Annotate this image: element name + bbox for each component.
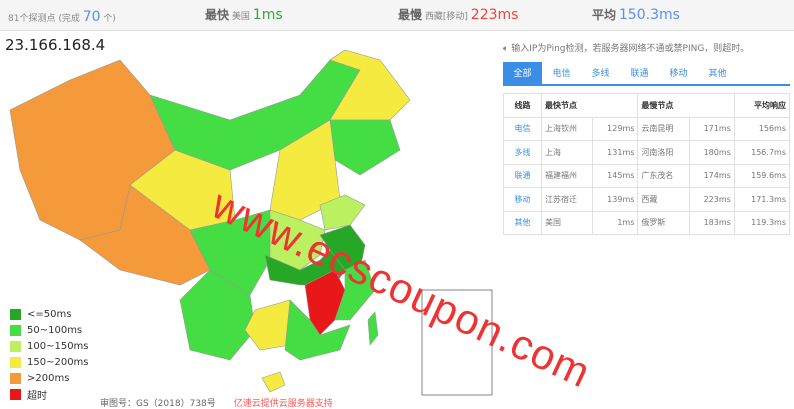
table-header: 线路 最快节点 最慢节点 平均响应 (503, 93, 791, 118)
table-row: 电信 上海钦州 129ms 云南昆明 171ms 156ms (503, 116, 791, 141)
fastest-ms: 131ms (592, 140, 639, 165)
legend-item: 100~150ms (10, 338, 89, 354)
avg-ms: 156.7ms (733, 140, 791, 165)
notice: 🔈︎ 输入IP为Ping检测，若服务器网络不通或禁PING，则超时。 (503, 44, 750, 54)
tab-mobile[interactable]: 移动 (669, 69, 688, 79)
speaker-icon: 🔈︎ (503, 44, 509, 54)
legend-item: 超时 (10, 386, 89, 402)
slowest-ms: 223ms (688, 187, 735, 212)
slowest-ms: 180ms (688, 140, 735, 165)
legend-swatch (10, 324, 21, 336)
slowest-node: 河南洛阳 (637, 140, 690, 165)
slowest-ms: 174ms (688, 163, 735, 188)
line: 电信 (503, 116, 542, 141)
region-jilin-liaoning (329, 119, 401, 176)
legend-item: >200ms (10, 370, 89, 386)
footer: 审图号：GS（2018）738号 亿速云提供云服务器支持 (100, 399, 333, 409)
slowest-node: 西藏 (637, 187, 690, 212)
region-hainan (261, 371, 286, 393)
legend: <=50ms 50~100ms 100~150ms 150~200ms >200… (10, 306, 89, 402)
summary-bar: 81个探测点 (完成 70 个) 最快 美国 1ms 最慢 西藏[移动] 223… (0, 0, 794, 31)
region-yunnan (179, 269, 256, 361)
legend-swatch (10, 388, 21, 400)
region-shandong (319, 194, 366, 231)
isp-tabs: 全部 电信 多线 联通 移动 其他 (503, 62, 790, 86)
tab-multiline[interactable]: 多线 (591, 69, 610, 79)
region-taiwan (367, 311, 379, 346)
legend-swatch (10, 372, 21, 384)
line: 多线 (503, 140, 542, 165)
table-row: 多线 上海 131ms 河南洛阳 180ms 156.7ms (503, 140, 791, 165)
south-china-sea-inset (421, 289, 493, 396)
avg-ms: 119.3ms (733, 210, 791, 235)
avg-ms: 156ms (733, 116, 791, 141)
region-qinghai (129, 149, 236, 231)
slowest-ms: 171ms (688, 116, 735, 141)
average: 平均 150.3ms (592, 7, 680, 23)
line: 其他 (503, 210, 542, 235)
fastest-node: 江苏宿迁 (540, 187, 594, 212)
fastest-node: 上海 (540, 140, 594, 165)
legend-item: 50~100ms (10, 322, 89, 338)
fastest-ms: 129ms (592, 116, 639, 141)
table-row: 联通 福建福州 145ms 广东茂名 174ms 159.6ms (503, 163, 791, 188)
slowest-node: 广东茂名 (637, 163, 690, 188)
tab-unicom[interactable]: 联通 (630, 69, 649, 79)
legend-swatch (10, 308, 21, 320)
fastest: 最快 美国 1ms (205, 7, 283, 23)
legend-item: 150~200ms (10, 354, 89, 370)
results-table: 线路 最快节点 最慢节点 平均响应 电信 上海钦州 129ms 云南昆明 171ms 15… (503, 93, 791, 235)
fastest-node: 福建福州 (540, 163, 594, 188)
avg-ms: 159.6ms (733, 163, 791, 188)
region-fujian-zj (334, 259, 376, 321)
line: 移动 (503, 187, 542, 212)
slowest-ms: 183ms (688, 210, 735, 235)
probe-count: 81个探测点 (完成 70 个) (8, 9, 116, 25)
slowest-node: 云南昆明 (637, 116, 690, 141)
line: 联通 (503, 163, 542, 188)
tab-other[interactable]: 其他 (708, 69, 727, 79)
fastest-ms: 145ms (592, 163, 639, 188)
legend-swatch (10, 340, 21, 352)
slowest-node: 俄罗斯 (637, 210, 690, 235)
fastest-node: 美国 (540, 210, 594, 235)
tab-telecom[interactable]: 电信 (552, 69, 571, 79)
slowest: 最慢 西藏[移动] 223ms (398, 7, 519, 23)
legend-swatch (10, 356, 21, 368)
legend-item: <=50ms (10, 306, 89, 322)
region-guangdong (284, 299, 351, 361)
tab-all[interactable]: 全部 (503, 62, 542, 84)
fastest-node: 上海钦州 (540, 116, 594, 141)
table-row: 其他 美国 1ms 俄罗斯 183ms 119.3ms (503, 210, 791, 235)
fastest-ms: 139ms (592, 187, 639, 212)
target-ip: 23.166.168.4 (5, 36, 106, 54)
table-row: 移动 江苏宿迁 139ms 西藏 223ms 171.3ms (503, 187, 791, 212)
fastest-ms: 1ms (592, 210, 639, 235)
china-map (9, 49, 493, 396)
avg-ms: 171.3ms (733, 187, 791, 212)
